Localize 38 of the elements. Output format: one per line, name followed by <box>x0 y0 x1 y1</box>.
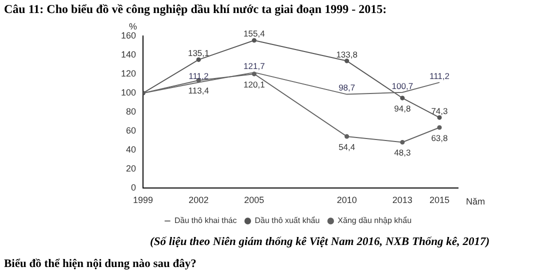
legend-label: Dầu thô xuất khẩu <box>254 216 320 226</box>
text: Biểu đồ thể hiện nội dung nào sau đây? <box>4 258 196 270</box>
data-label: 111,2 <box>188 70 209 81</box>
y-tick-label: 40 <box>126 144 136 155</box>
legend-label: Xăng dầu nhập khẩu <box>338 216 412 226</box>
x-tick-label: 2005 <box>244 195 264 206</box>
x-tick-label: 2010 <box>336 195 357 206</box>
data-label: 74,3 <box>431 106 448 116</box>
y-tick-label: 20 <box>126 164 136 174</box>
data-label: 121,7 <box>244 60 266 71</box>
data-label: 63,8 <box>431 132 448 143</box>
data-label: 113,4 <box>188 86 210 96</box>
data-label: 155,4 <box>244 28 266 39</box>
data-label: 94,8 <box>394 103 411 114</box>
x-tick-label: 2013 <box>392 195 412 206</box>
y-tick-label: 120 <box>120 68 136 79</box>
data-label: 133,8 <box>336 49 358 60</box>
data-label: 111,2 <box>429 70 450 81</box>
y-tick-label: 140 <box>120 50 136 60</box>
data-label: 120,1 <box>244 79 266 90</box>
x-tick-label: 1999 <box>133 195 154 206</box>
x-axis-title: Năm <box>466 196 486 207</box>
chart-title: Câu 11: Cho biểu đồ về công nghiệp dầu khí nước ta giai đoạn 1999 - 2015: <box>4 2 387 17</box>
y-tick-label: 100 <box>120 88 136 98</box>
y-tick-label: 0 <box>131 182 136 193</box>
legend-label: Dầu thô khai thác <box>174 216 237 226</box>
data-label: 54,4 <box>338 142 356 152</box>
y-tick-label: 80 <box>126 106 136 117</box>
y-tick-label: 160 <box>120 30 136 40</box>
data-label: 98,7 <box>338 82 356 93</box>
data-label: 48,3 <box>394 148 411 158</box>
y-axis-title: % <box>129 21 138 32</box>
data-label: 100,7 <box>392 80 414 91</box>
data-label: 135,1 <box>188 48 210 58</box>
x-tick-label: 2015 <box>429 195 450 206</box>
text: (Số liệu theo Niên giám thống kê Việt Nam 2016, NXB Thống kê, 2017) <box>150 236 490 248</box>
y-tick-label: 60 <box>126 126 136 136</box>
x-tick-label: 2002 <box>188 195 209 206</box>
